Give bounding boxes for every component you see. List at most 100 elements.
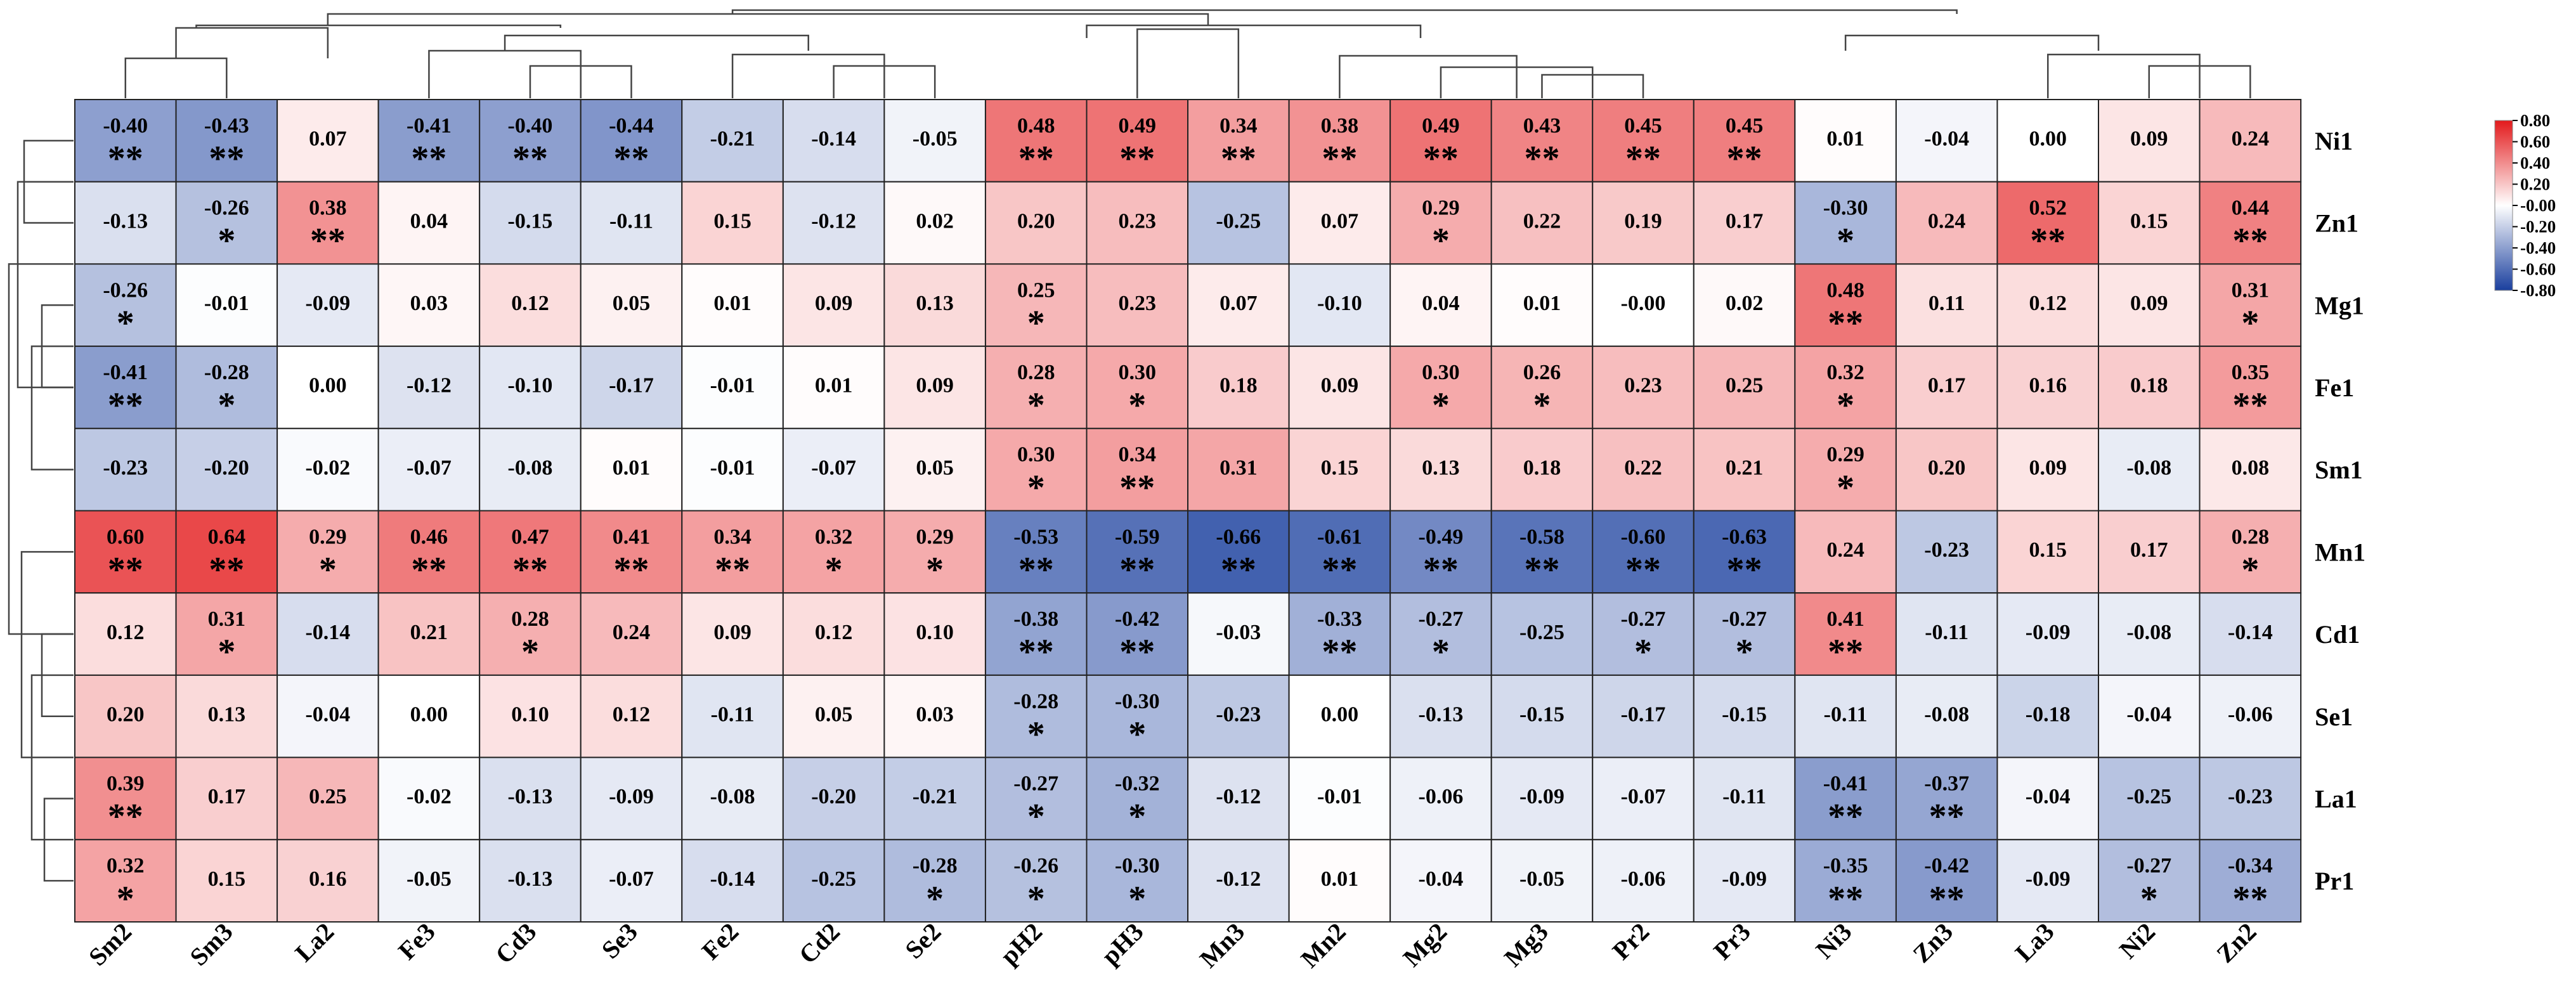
significance-label: * (1027, 879, 1045, 919)
row-label: Mn1 (2315, 538, 2365, 566)
cell-value-label: -0.08 (508, 456, 553, 479)
heatmap-cell (479, 263, 582, 347)
heatmap-cell (1086, 756, 1189, 841)
cell-value-label: -0.13 (1419, 703, 1464, 727)
cell-value-label: -0.11 (711, 703, 755, 727)
legend-tick-label: 0.40 (2520, 153, 2550, 172)
heatmap-cell (1187, 99, 1290, 183)
cell-value-label: -0.21 (710, 127, 755, 151)
cell-value-label: 0.00 (410, 703, 448, 727)
cell-value-label: -0.11 (609, 209, 653, 233)
cell-value-label: 0.05 (613, 292, 651, 315)
column-label: Sm3 (184, 917, 238, 971)
heatmap-cell (782, 346, 885, 429)
significance-label: ** (1828, 797, 1863, 836)
cell-value-label: -0.12 (811, 209, 856, 233)
cell-value-label: -0.17 (1621, 703, 1666, 727)
legend-tick-label: -0.40 (2520, 238, 2556, 257)
significance-label: * (2241, 550, 2259, 590)
significance-label: ** (1119, 633, 1155, 672)
heatmap-cell (1794, 263, 1897, 347)
cell-value-label: -0.01 (1317, 785, 1362, 808)
significance-label: ** (1322, 139, 1357, 179)
cell-value-label: 0.48 (1017, 114, 1055, 138)
significance-label: * (1128, 715, 1146, 754)
heatmap-cell (1592, 427, 1695, 512)
cell-value-label: 0.07 (309, 127, 347, 151)
heatmap-cell (1086, 510, 1189, 594)
heatmap-cell (984, 674, 1088, 758)
significance-label: * (1837, 221, 1854, 261)
cell-value-label: -0.05 (913, 127, 958, 151)
significance-label: * (1027, 797, 1045, 836)
cell-value-label: -0.30 (1823, 197, 1868, 220)
cell-value-label: 0.08 (2232, 456, 2270, 479)
heatmap-cell (681, 346, 784, 429)
cell-value-label: 0.01 (815, 374, 853, 398)
cell-value-label: 0.04 (410, 209, 448, 233)
row-label: Mg1 (2315, 291, 2364, 320)
cell-value-label: 0.20 (1017, 209, 1055, 233)
heatmap-cell (782, 427, 885, 512)
cell-value-label: -0.30 (1115, 690, 1160, 713)
cell-value-label: 0.20 (107, 703, 145, 727)
cell-value-label: -0.04 (305, 703, 350, 727)
cell-value-label: -0.32 (1115, 772, 1160, 795)
heatmap-cell (681, 181, 784, 265)
cell-value-label: 0.64 (208, 525, 246, 548)
cell-value-label: -0.44 (609, 114, 654, 138)
cell-value-label: -0.04 (2026, 785, 2071, 808)
significance-label: ** (1929, 879, 1965, 919)
row-label: Pr1 (2315, 867, 2354, 895)
legend-tick-label: -0.20 (2520, 217, 2556, 236)
heatmap-cell (681, 756, 784, 841)
heatmap-cell (1794, 510, 1897, 594)
cell-value-label: -0.07 (811, 456, 856, 479)
heatmap-cell (1288, 181, 1391, 265)
cell-value-label: -0.28 (204, 361, 249, 384)
column-label: Cd3 (490, 917, 542, 969)
heatmap-cell (984, 592, 1088, 676)
cell-value-label: 0.28 (511, 607, 549, 631)
heatmap-cell (1187, 510, 1290, 594)
cell-value-label: 0.19 (1624, 209, 1662, 233)
cell-value-label: -0.04 (1419, 867, 1464, 891)
heatmap-cell (175, 839, 278, 923)
cell-value-label: 0.09 (815, 292, 853, 315)
dendrogram-link (731, 53, 885, 98)
cell-value-label: 0.12 (107, 621, 145, 644)
cell-value-label: -0.15 (1722, 703, 1767, 727)
cell-value-label: -0.37 (1924, 772, 1969, 795)
dendrogram-link (1339, 55, 1518, 98)
row-label: Se1 (2315, 703, 2353, 731)
cell-value-label: 0.13 (1422, 456, 1460, 479)
significance-label: ** (614, 139, 649, 179)
heatmap-cell (479, 99, 582, 183)
heatmap-cell (580, 181, 683, 265)
dendrogram-link (124, 57, 228, 98)
heatmap-cell (1794, 674, 1897, 758)
cell-value-label: -0.13 (508, 867, 553, 891)
cell-value-label: 0.32 (1826, 361, 1864, 384)
dendrogram-link (2046, 53, 2201, 98)
cell-value-label: 0.13 (916, 292, 954, 315)
significance-label: ** (310, 221, 346, 261)
cell-value-label: 0.01 (613, 456, 651, 479)
heatmap-cell (782, 839, 885, 923)
cell-value-label: -0.14 (710, 867, 755, 891)
heatmap-cell (479, 181, 582, 265)
column-label: Ni2 (2114, 917, 2161, 964)
heatmap-cell (1086, 674, 1189, 758)
significance-label: * (1837, 386, 1854, 425)
significance-label: * (218, 221, 235, 261)
heatmap-cell (1389, 346, 1492, 429)
cell-value-label: -0.09 (609, 785, 654, 808)
row-labels: Ni1 Zn1 Mg1 Fe1 Sm1 Mn1 Cd1 Se1 La1 Pr1 (2315, 127, 2365, 895)
heatmap-cell (377, 839, 481, 923)
row-label: Zn1 (2315, 209, 2358, 238)
cell-value-label: 0.21 (1726, 456, 1764, 479)
cell-value-label: 0.22 (1624, 456, 1662, 479)
heatmap-cell (580, 510, 683, 594)
heatmap-cell (1996, 427, 2099, 512)
heatmap-cell (276, 99, 379, 183)
